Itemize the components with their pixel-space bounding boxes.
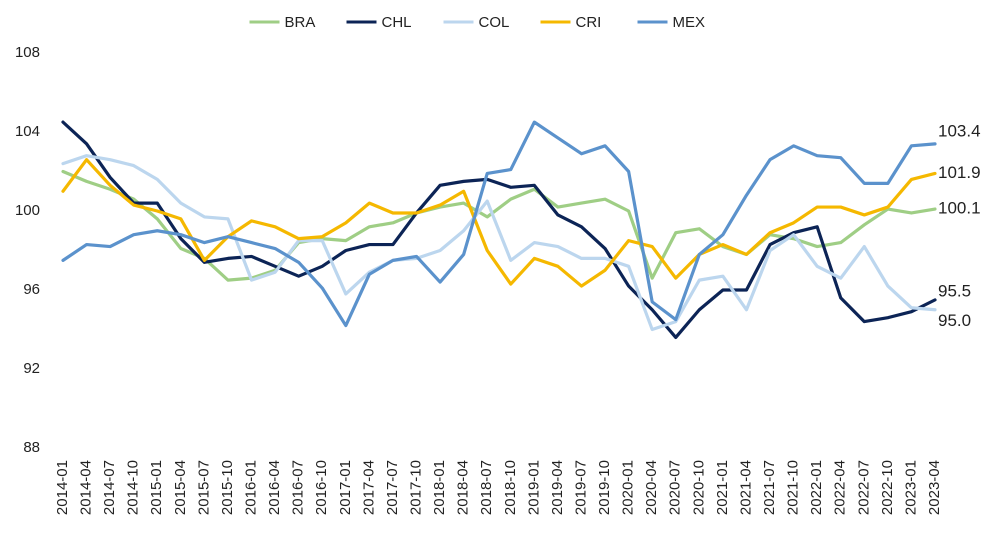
x-tick-label: 2016-04 [266,460,283,515]
x-tick-label: 2020-10 [690,460,707,515]
series-line [61,120,937,339]
x-tick-label: 2022-01 [808,460,825,515]
series-line [61,120,937,328]
x-tick-label: 2018-01 [431,460,448,515]
end-label: 101.9 [938,163,981,182]
x-tick-label: 2018-04 [455,460,472,515]
x-tick-label: 2017-07 [384,460,401,515]
legend-label: BRA [285,14,316,31]
x-tick-label: 2023-01 [902,460,919,515]
x-tick-label: 2015-04 [172,460,189,515]
x-tick-label: 2018-10 [502,460,519,515]
legend-label: CHL [382,14,412,31]
y-tick-label: 100 [15,202,40,219]
x-tick-label: 2021-07 [761,460,778,515]
x-tick-label: 2021-04 [737,460,754,515]
x-tick-label: 2019-07 [572,460,589,515]
end-label: 100.1 [938,199,981,218]
y-tick-label: 88 [23,439,40,456]
legend-label: MEX [673,14,706,31]
x-tick-label: 2015-10 [219,460,236,515]
x-tick-label: 2021-10 [785,460,802,515]
series-line [61,158,937,288]
x-tick-label: 2018-07 [478,460,495,515]
x-tick-label: 2023-04 [926,460,943,515]
x-tick-label: 2022-07 [855,460,872,515]
y-tick-label: 104 [15,123,40,140]
x-tick-label: 2016-01 [243,460,260,515]
x-tick-label: 2017-04 [360,460,377,515]
x-tick-label: 2016-10 [313,460,330,515]
y-tick-label: 108 [15,44,40,61]
legend-label: CRI [576,14,602,31]
x-tick-label: 2022-10 [879,460,896,515]
x-tick-label: 2016-07 [290,460,307,515]
series-line [61,169,937,282]
x-tick-label: 2014-10 [125,460,142,515]
x-tick-label: 2020-07 [667,460,684,515]
x-tick-label: 2015-07 [195,460,212,515]
x-tick-label: 2022-04 [832,460,849,515]
x-tick-label: 2019-04 [549,460,566,515]
x-tick-label: 2019-10 [596,460,613,515]
x-tick-label: 2014-01 [54,460,71,515]
x-tick-label: 2017-01 [337,460,354,515]
x-tick-label: 2014-04 [78,460,95,515]
series-line [61,154,937,332]
y-tick-label: 96 [23,281,40,298]
end-label: 103.4 [938,121,981,140]
x-tick-label: 2019-01 [525,460,542,515]
legend-label: COL [479,14,510,31]
x-tick-label: 2017-10 [407,460,424,515]
x-tick-label: 2020-01 [620,460,637,515]
x-tick-label: 2015-01 [148,460,165,515]
x-tick-label: 2021-01 [714,460,731,515]
x-tick-label: 2020-04 [643,460,660,515]
end-label: 95.0 [938,311,971,330]
y-tick-label: 92 [23,360,40,377]
end-label: 95.5 [938,281,971,300]
x-tick-label: 2014-07 [101,460,118,515]
